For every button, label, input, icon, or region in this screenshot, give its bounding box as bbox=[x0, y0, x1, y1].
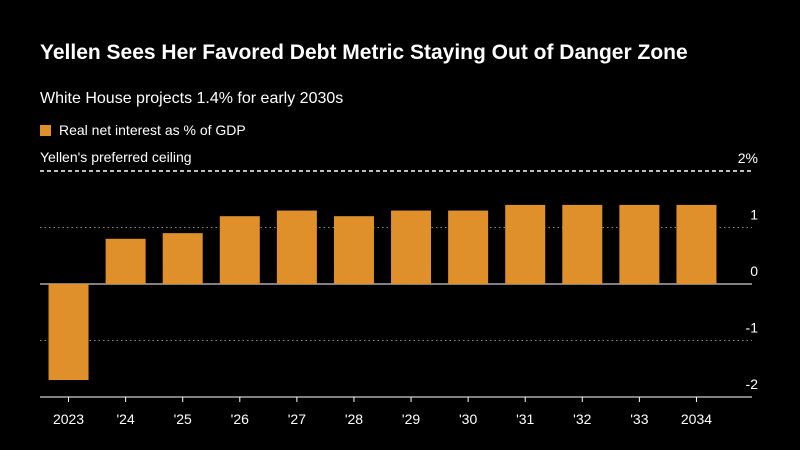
bar bbox=[219, 216, 260, 284]
x-tick-label: '27 bbox=[288, 411, 306, 427]
bar bbox=[48, 284, 89, 381]
chart-title: Yellen Sees Her Favored Debt Metric Stay… bbox=[40, 41, 688, 64]
x-tick-label: '29 bbox=[402, 411, 420, 427]
bar bbox=[448, 210, 489, 284]
reference-line-label: Yellen's preferred ceiling bbox=[40, 149, 192, 165]
bar bbox=[562, 204, 603, 284]
x-tick-label: '28 bbox=[345, 411, 363, 427]
bar bbox=[162, 233, 203, 284]
x-tick-label: '26 bbox=[231, 411, 249, 427]
y-tick-label: 1 bbox=[750, 207, 758, 223]
bar bbox=[276, 210, 317, 284]
y-tick-label: -1 bbox=[746, 320, 759, 336]
bars bbox=[48, 204, 717, 381]
x-tick-label: '31 bbox=[516, 411, 534, 427]
legend-swatch bbox=[40, 124, 51, 136]
bar bbox=[105, 238, 146, 284]
x-tick-label: '33 bbox=[630, 411, 648, 427]
x-tick-label: '30 bbox=[459, 411, 477, 427]
y-tick-label: 0 bbox=[750, 263, 758, 279]
bar bbox=[333, 216, 374, 284]
legend-label: Real net interest as % of GDP bbox=[59, 122, 246, 138]
x-tick-label: 2023 bbox=[53, 411, 84, 427]
x-tick-label: 2034 bbox=[681, 411, 712, 427]
x-tick-label: '32 bbox=[573, 411, 591, 427]
bar bbox=[619, 204, 660, 284]
chart-subtitle: White House projects 1.4% for early 2030… bbox=[40, 90, 344, 107]
y-tick-label: -2 bbox=[746, 376, 759, 392]
legend: Real net interest as % of GDP bbox=[40, 122, 246, 138]
bar bbox=[391, 210, 432, 284]
x-tick-label: '24 bbox=[117, 411, 135, 427]
axes: 2% 1 0 -1 -2 2023 '24 '25 '26 '27 '28 '29 '30 '31 '32 '… bbox=[40, 150, 758, 427]
bar bbox=[505, 204, 546, 284]
x-tick-label: '25 bbox=[174, 411, 192, 427]
y-tick-label: 2% bbox=[738, 150, 758, 166]
bar bbox=[676, 204, 717, 284]
